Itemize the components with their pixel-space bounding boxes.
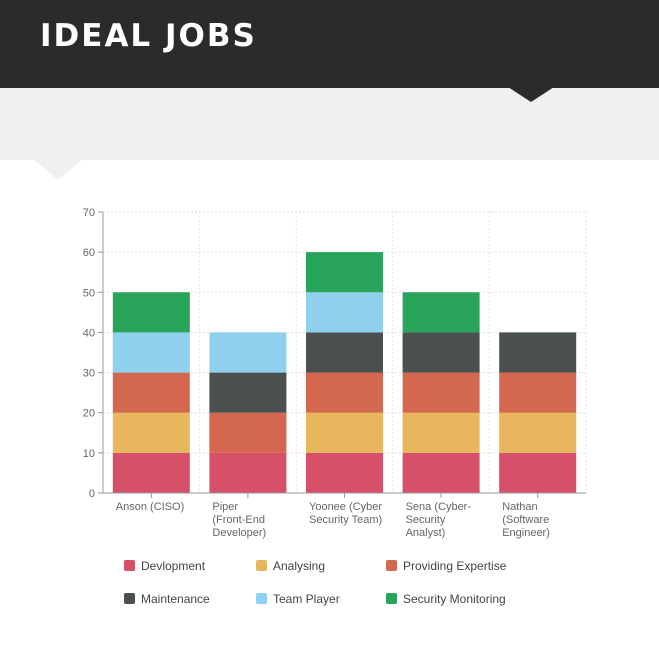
bar-segment xyxy=(306,252,383,293)
y-tick-label: 50 xyxy=(83,287,95,299)
legend-label: Providing Expertise xyxy=(403,559,507,573)
bar-segment xyxy=(402,412,480,453)
header-bar: IDEAL JOBS xyxy=(0,0,659,88)
legend-label: Analysing xyxy=(273,559,325,573)
y-tick-label: 70 xyxy=(83,207,95,219)
y-tick-label: 10 xyxy=(83,448,95,460)
legend: Devlopment Analysing Providing Expertise Ma… xyxy=(124,559,507,606)
x-tick-label: Yoonee (Cyber Security Team) xyxy=(309,501,382,526)
bar-segment xyxy=(499,452,577,493)
bar-segment xyxy=(112,412,190,453)
bar-segment xyxy=(499,412,577,453)
bar-segment xyxy=(402,332,480,373)
y-tick-label: 40 xyxy=(83,327,95,339)
legend-label: Team Player xyxy=(273,592,340,606)
legend-label: Maintenance xyxy=(141,592,210,606)
bar-segment xyxy=(112,292,190,333)
bar-segment xyxy=(402,452,480,493)
bar-segment xyxy=(306,292,383,333)
y-tick-label: 60 xyxy=(83,247,95,259)
legend-swatch xyxy=(124,560,135,571)
y-tick-label: 30 xyxy=(83,368,95,380)
bar-segment xyxy=(499,372,577,413)
bar-segment xyxy=(209,372,287,413)
legend-swatch xyxy=(256,560,267,571)
bar-segment xyxy=(209,452,287,493)
bar-segment xyxy=(112,332,190,373)
bar-segment xyxy=(112,452,190,493)
legend-swatch xyxy=(124,593,135,604)
x-tick-label: Nathan (Software Engineer) xyxy=(502,501,550,539)
bar-segment xyxy=(112,372,190,413)
legend-swatch xyxy=(386,593,397,604)
y-tick-label: 20 xyxy=(83,408,95,420)
bar-segment xyxy=(499,332,577,373)
legend-label: Security Monitoring xyxy=(403,592,506,606)
y-tick-label: 0 xyxy=(89,488,95,500)
page-title: IDEAL JOBS xyxy=(40,18,257,54)
axis-layer: 0 10 20 30 40 50 60 70 Anson (CISO) Piper (Front-E… xyxy=(83,207,586,539)
bar-segment xyxy=(209,412,287,453)
x-tick-label: Anson (CISO) xyxy=(116,501,184,513)
x-tick-label: Sena (Cyber-Security Analyst) xyxy=(406,501,472,539)
bar-segment xyxy=(306,372,383,413)
x-tick-label: Piper (Front-End Developer) xyxy=(212,501,266,539)
bar-layer xyxy=(112,252,577,493)
legend-swatch xyxy=(386,560,397,571)
bar-segment xyxy=(402,292,480,333)
bar-segment xyxy=(306,412,383,453)
legend-label: Devlopment xyxy=(141,559,206,573)
bar-segment xyxy=(402,372,480,413)
bar-segment xyxy=(306,452,383,493)
bar-segment xyxy=(306,332,383,373)
legend-swatch xyxy=(256,593,267,604)
bar-segment xyxy=(209,332,287,373)
